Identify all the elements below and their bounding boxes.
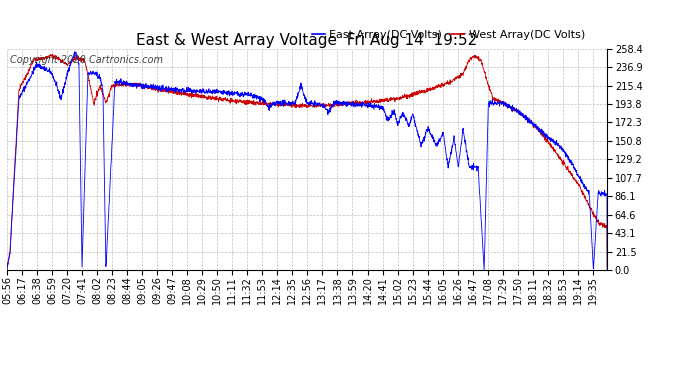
- Legend: East Array(DC Volts), West Array(DC Volts): East Array(DC Volts), West Array(DC Volt…: [307, 26, 590, 44]
- Title: East & West Array Voltage  Fri Aug 14  19:52: East & West Array Voltage Fri Aug 14 19:…: [137, 33, 477, 48]
- Text: Copyright 2020 Cartronics.com: Copyright 2020 Cartronics.com: [10, 56, 163, 65]
